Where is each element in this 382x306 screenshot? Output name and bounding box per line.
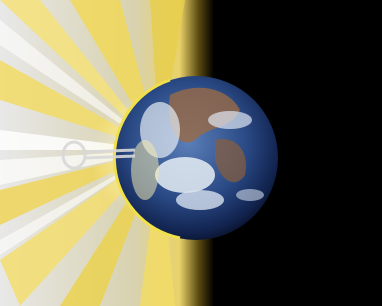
earth: [114, 76, 278, 240]
scene: [0, 0, 382, 306]
page: [0, 0, 382, 306]
